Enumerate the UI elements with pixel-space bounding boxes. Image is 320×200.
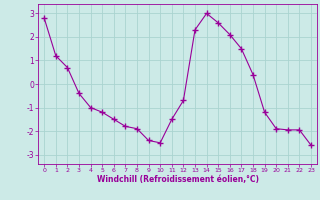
X-axis label: Windchill (Refroidissement éolien,°C): Windchill (Refroidissement éolien,°C) [97,175,259,184]
